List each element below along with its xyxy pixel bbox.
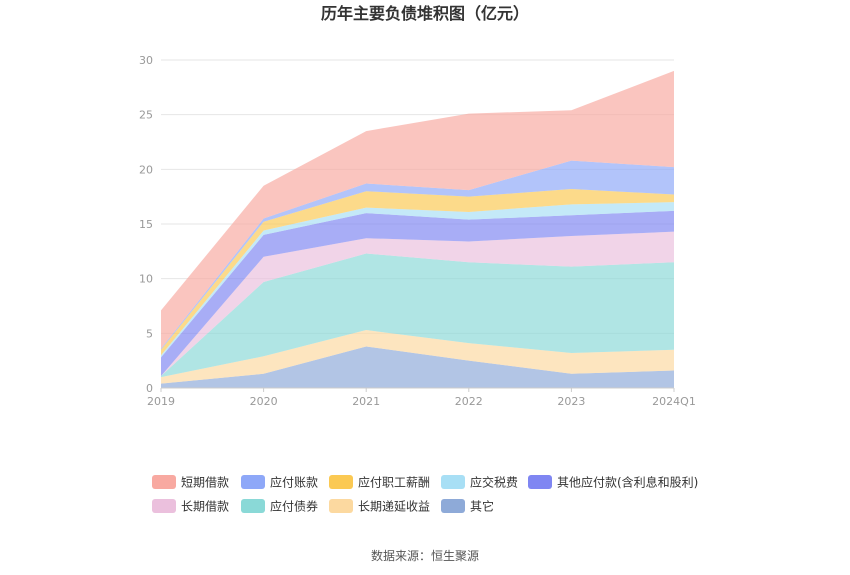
legend-label: 其他应付款(含利息和股利) [557,475,698,490]
legend-swatch [441,499,465,513]
x-tick-label: 2021 [352,395,380,408]
legend-swatch [329,475,353,489]
y-tick-label: 20 [139,163,153,176]
legend-label: 长期递延收益 [358,500,430,514]
chart-title: 历年主要负债堆积图（亿元） [321,4,529,23]
legend-swatch [241,475,265,489]
x-tick-label: 2022 [455,395,483,408]
x-tick-label: 2024Q1 [652,395,696,408]
area-series-1 [161,330,674,384]
y-tick-label: 15 [139,218,153,231]
legend-item[interactable]: 长期递延收益 [329,499,430,514]
y-tick-label: 0 [146,382,153,395]
legend: 短期借款 应付账款 应付职工薪酬 应交税费 其他应付款(含利息和股利) 长期借款 应付债券 长… [152,475,698,514]
legend-swatch [152,475,176,489]
legend-item[interactable]: 短期借款 [152,475,229,490]
x-tick-label: 2019 [147,395,175,408]
legend-item[interactable]: 应交税费 [441,475,518,490]
y-tick-label: 30 [139,54,153,67]
legend-label: 应付债券 [270,499,318,514]
legend-item[interactable]: 应付账款 [241,475,318,490]
area-series-3 [161,231,674,376]
area-series-7 [161,160,674,350]
legend-item[interactable]: 其他应付款(含利息和股利) [528,475,698,490]
area-series-group [161,70,674,388]
legend-swatch [441,475,465,489]
area-series-2 [161,253,674,378]
y-tick-label: 25 [139,109,153,122]
legend-item[interactable]: 应付职工薪酬 [329,475,430,490]
legend-label: 长期借款 [181,500,229,514]
legend-label: 短期借款 [181,476,229,490]
legend-label: 应付职工薪酬 [358,475,430,490]
x-tick-label: 2020 [250,395,278,408]
area-series-0 [161,346,674,388]
data-source-note: 数据来源：恒生聚源 [371,548,479,563]
legend-label: 应付账款 [270,475,318,490]
legend-item[interactable]: 应付债券 [241,499,318,514]
y-tick-label: 10 [139,273,153,286]
legend-item[interactable]: 其它 [441,499,494,514]
x-tick-label: 2023 [557,395,585,408]
legend-swatch [152,499,176,513]
legend-label: 其它 [470,499,494,514]
legend-item[interactable]: 长期借款 [152,499,229,514]
legend-label: 应交税费 [470,475,518,490]
area-series-4 [161,210,674,376]
axes: 2019 2020 2021 2022 2023 2024Q1 [147,387,696,408]
area-series-8 [161,70,674,349]
legend-swatch [329,499,353,513]
y-tick-label: 5 [146,327,153,340]
legend-swatch [528,475,552,489]
legend-swatch [241,499,265,513]
